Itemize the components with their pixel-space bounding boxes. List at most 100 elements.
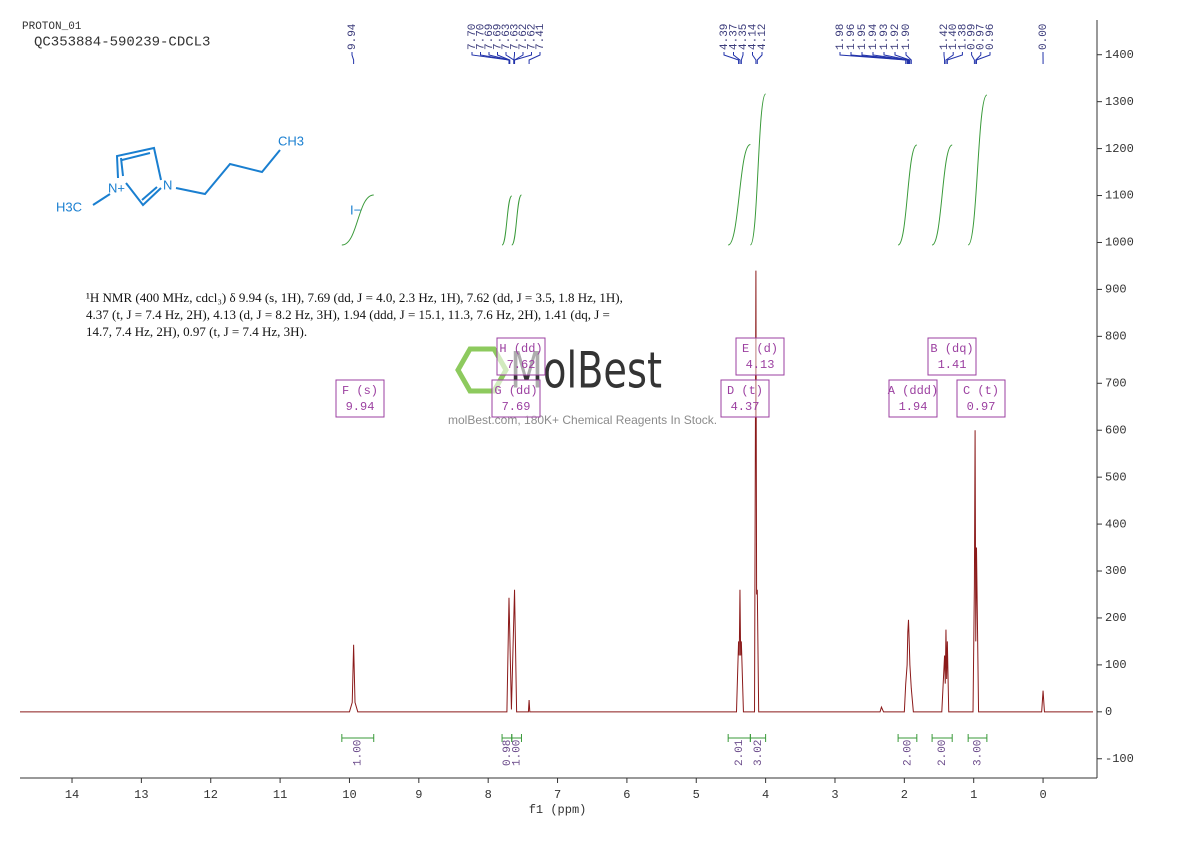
multiplet-label: F (s)	[342, 384, 378, 398]
peak-label: 4.35	[738, 24, 750, 50]
ch3-right: CH3	[278, 133, 304, 148]
y-tick-label: 500	[1105, 470, 1127, 484]
multiplet: E (d) 4.13	[735, 337, 785, 376]
multiplet-box	[735, 337, 785, 376]
description-line: ¹H NMR (400 MHz, cdcl₃) δ 9.94 (s, 1H), …	[86, 290, 623, 305]
integral-bracket	[749, 734, 767, 742]
integral-label: 0.98	[502, 740, 514, 766]
y-tick-label: 0	[1105, 705, 1112, 719]
multiplet-shift: 4.37	[731, 400, 760, 414]
peak-label: 0.96	[985, 24, 997, 50]
integral-bracket	[967, 734, 988, 742]
y-tick-label: -100	[1105, 752, 1134, 766]
x-tick-label: 11	[273, 788, 287, 802]
multiplet-label: H (dd)	[499, 342, 542, 356]
multiplet-box	[496, 337, 546, 376]
n-plus: N+	[108, 180, 125, 195]
integral-label: 2.00	[902, 740, 914, 766]
integral-curve	[501, 195, 513, 246]
peak-connector	[861, 52, 909, 64]
sample-id: QC353884-590239-CDCL3	[34, 35, 210, 51]
multiplet-shift: 7.62	[507, 358, 536, 372]
y-tick-label: 1000	[1105, 236, 1134, 250]
integral-bracket	[511, 734, 522, 742]
integral-curve	[727, 144, 751, 246]
peak-connector	[946, 52, 963, 64]
integral-label: 1.00	[353, 740, 365, 766]
multiplet: C (t) 0.97	[956, 379, 1006, 418]
multiplet-shift: 1.94	[899, 400, 928, 414]
x-tick-label: 9	[415, 788, 422, 802]
y-tick-label: 100	[1105, 658, 1127, 672]
integral-curve	[967, 94, 988, 246]
peak-label: 4.12	[757, 24, 769, 50]
integral-bracket	[897, 734, 918, 742]
peak-connector	[756, 52, 763, 64]
y-tick-label: 1300	[1105, 95, 1134, 109]
multiplet-box	[335, 379, 385, 418]
x-tick-label: 13	[134, 788, 148, 802]
peak-connector	[497, 52, 511, 64]
peak-label: 1.92	[890, 24, 902, 50]
peak-connector	[839, 52, 907, 64]
integral-label: 3.00	[972, 740, 984, 766]
x-tick-label: 0	[1039, 788, 1046, 802]
multiplet: G (dd) 7.69	[491, 379, 541, 418]
integral-curve	[511, 194, 522, 246]
peak-label: 4.37	[728, 24, 740, 50]
peak-label: 4.14	[747, 23, 759, 50]
x-tick-label: 14	[65, 788, 79, 802]
y-tick-label: 1100	[1105, 189, 1134, 203]
multiplet-label: C (t)	[963, 384, 999, 398]
peak-connector	[740, 52, 744, 64]
x-tick-label: 12	[204, 788, 218, 802]
peak-label: 7.63	[501, 24, 513, 50]
peak-connector	[975, 52, 991, 64]
multiplet: F (s) 9.94	[335, 379, 385, 418]
peak-label: 7.41	[535, 23, 547, 50]
multiplet-box	[888, 379, 938, 418]
x-tick-label: 7	[554, 788, 561, 802]
x-tick-label: 10	[342, 788, 356, 802]
integral-curve	[341, 194, 374, 246]
methyl-bond	[92, 193, 111, 206]
ch3-left: H3C	[56, 199, 82, 214]
peak-label: 1.93	[879, 24, 891, 50]
n: N	[163, 177, 172, 192]
x-axis-label: f1 (ppm)	[529, 803, 587, 817]
multiplet-shift: 4.13	[746, 358, 775, 372]
peak-label: 1.98	[835, 24, 847, 50]
y-tick-label: 300	[1105, 564, 1127, 578]
peak-label: 7.62	[518, 24, 530, 50]
butyl-chain	[175, 149, 281, 196]
multiplet-label: G (dd)	[494, 384, 537, 398]
integral-label: 1.00	[512, 740, 524, 766]
multiplet: D (t) 4.37	[720, 379, 770, 418]
peak-connector	[351, 52, 355, 64]
peak-connector	[945, 52, 954, 64]
structure	[92, 146, 281, 207]
peak-label: 7.62	[526, 24, 538, 50]
description-line: 4.37 (t, J = 7.4 Hz, 2H), 4.13 (d, J = 8…	[86, 307, 610, 322]
peak-label: 7.69	[484, 24, 496, 50]
integral-label: 3.02	[753, 740, 765, 766]
peak-label: 4.39	[719, 24, 731, 50]
integral-bracket	[931, 734, 953, 742]
peak-label: 1.38	[957, 24, 969, 50]
peak-label: 1.96	[846, 24, 858, 50]
peak-connector	[943, 52, 946, 64]
multiplet: H (dd) 7.62	[496, 337, 546, 376]
integral-curve	[749, 93, 767, 246]
peak-connector	[513, 52, 515, 64]
multiplet-shift: 9.94	[346, 400, 375, 414]
peak-label: 9.94	[347, 23, 359, 50]
integral-curve	[897, 144, 918, 246]
spectrum	[20, 270, 1093, 713]
multiplet-box	[491, 379, 541, 418]
peak-label: 7.63	[509, 24, 521, 50]
peak-connector	[971, 52, 975, 64]
y-tick-label: 200	[1105, 611, 1127, 625]
y-tick-label: 700	[1105, 376, 1127, 390]
peak-label: 1.90	[901, 24, 913, 50]
x-tick-label: 8	[485, 788, 492, 802]
